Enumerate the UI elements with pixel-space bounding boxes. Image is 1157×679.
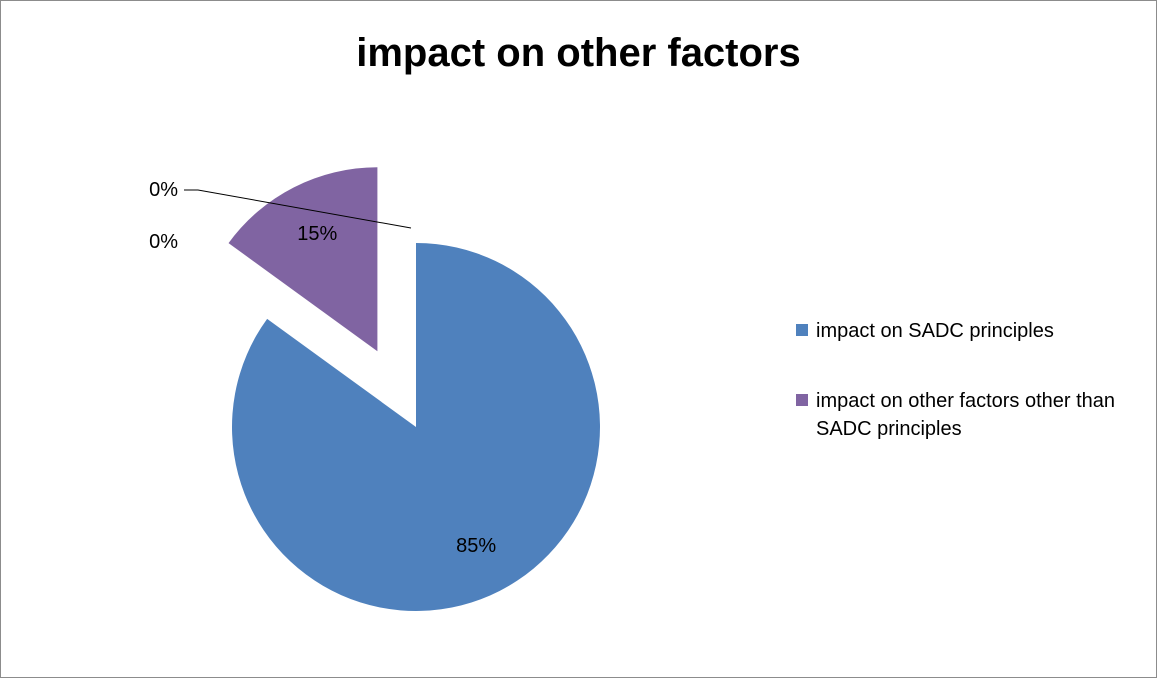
leader-line bbox=[184, 189, 412, 229]
legend-item-other-factors: impact on other factors other than SADC … bbox=[796, 387, 1146, 443]
data-label: 0% bbox=[149, 179, 178, 201]
legend-label: impact on SADC principles bbox=[816, 320, 1054, 342]
data-label: 0% bbox=[149, 231, 178, 253]
chart-legend: impact on SADC principles impact on othe… bbox=[796, 317, 1146, 485]
legend-swatch-other-factors bbox=[796, 394, 808, 406]
legend-label: impact on other factors other than SADC … bbox=[816, 390, 1116, 440]
pie-slice-0 bbox=[232, 243, 601, 611]
pie-slice-1 bbox=[228, 167, 378, 352]
legend-item-sadc-principles: impact on SADC principles bbox=[796, 317, 1146, 345]
legend-swatch-sadc-principles bbox=[796, 324, 808, 336]
data-label: 15% bbox=[297, 223, 337, 245]
chart-title: impact on other factors bbox=[356, 31, 801, 75]
data-label: 85% bbox=[456, 535, 496, 557]
